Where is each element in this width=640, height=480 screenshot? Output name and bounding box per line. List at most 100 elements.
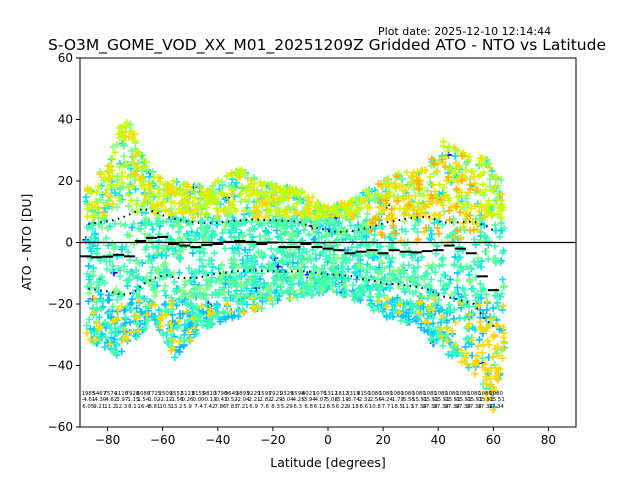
stat-sigma: 7.21 [237, 404, 249, 410]
stat-sigma: 13.2 [170, 404, 182, 410]
stat-sigma: 8.81 [148, 404, 160, 410]
stat-count: 1080 [489, 391, 503, 397]
stat-count: 7574 [103, 391, 117, 397]
stat-mean: 0.26 [181, 397, 194, 403]
stat-count: 1080 [412, 391, 426, 397]
stat-count: 8155 [192, 391, 206, 397]
chart-title: S-O3M_GOME_VOD_XX_M01_20251209Z Gridded … [48, 36, 606, 55]
stat-sigma: 17.34 [433, 404, 449, 410]
x-tick-label: −20 [260, 433, 285, 447]
stat-mean: -15.51 [454, 397, 471, 403]
stat-count: 7921 [269, 391, 283, 397]
y-tick-label: −40 [48, 359, 73, 373]
stat-sigma: 17.34 [422, 404, 438, 410]
stat-sigma: 9.21 [93, 404, 105, 410]
stat-count: 1116 [114, 391, 128, 397]
stat-sigma: 6.9 [249, 404, 258, 410]
stat-sigma: 8.3 [271, 404, 280, 410]
x-tick-label: 60 [486, 433, 501, 447]
stat-mean: -5.55 [401, 397, 415, 403]
stat-count: 1080 [390, 391, 404, 397]
stat-mean: 1.02 [148, 397, 160, 403]
stat-mean: -0.41 [214, 397, 228, 403]
stat-count: 9329 [280, 391, 294, 397]
stat-sigma: 17.34 [477, 404, 493, 410]
stat-mean: -3.97 [114, 397, 128, 403]
x-tick-label: −80 [95, 433, 120, 447]
stat-count: 1812 [335, 391, 349, 397]
stat-sigma: 6.8 [304, 404, 313, 410]
y-tick-label: 20 [58, 174, 73, 188]
stat-mean: -4.30 [92, 397, 107, 403]
stat-sigma: 7.4 [194, 404, 203, 410]
stat-sigma: 16.4 [137, 404, 150, 410]
stat-sigma: 5.29 [281, 404, 294, 410]
stat-mean: -15.51 [410, 397, 427, 403]
x-tick-label: 20 [375, 433, 390, 447]
stat-mean: -0.13 [203, 397, 217, 403]
stat-count: 5598 [291, 391, 305, 397]
sigma-dots [88, 207, 497, 330]
stat-sigma: 6.05 [82, 404, 94, 410]
stat-sigma: 10.8 [369, 404, 382, 410]
stat-sigma: 17.34 [466, 404, 482, 410]
stat-count: 7928 [126, 391, 140, 397]
stat-count: 2509 [159, 391, 173, 397]
stat-sigma: 17.34 [444, 404, 460, 410]
x-tick-label: −60 [150, 433, 175, 447]
sigma-lower-line [88, 269, 497, 330]
stat-sigma: 8.1 [128, 404, 137, 410]
stat-mean: -15.51 [476, 397, 493, 403]
stat-sigma: 17.34 [411, 404, 427, 410]
stat-sigma: 11.3 [402, 404, 414, 410]
stat-sigma: 17.34 [455, 404, 471, 410]
stat-count: 7725 [148, 391, 162, 397]
stat-mean: -2.04 [236, 397, 251, 403]
stat-sigma: 10.5 [159, 404, 171, 410]
stat-mean: -1.73 [390, 397, 404, 403]
x-axis-label: Latitude [degrees] [270, 455, 386, 470]
stat-count: 3893 [236, 391, 250, 397]
stat-mean: -3.94 [302, 397, 317, 403]
stat-count: 5123 [181, 391, 195, 397]
stat-sigma: 6.3 [293, 404, 302, 410]
scatter-series-3 [83, 214, 508, 393]
stat-mean: -3.19 [335, 397, 350, 403]
stat-sigma: 6.22 [336, 404, 348, 410]
stat-mean: -2.29 [269, 397, 284, 403]
stat-mean: -4.61 [81, 397, 95, 403]
plot-date: Plot date: 2025-12-10 12:14:44 [378, 25, 551, 38]
y-tick-label: −60 [48, 420, 73, 434]
stat-mean: -15.51 [432, 397, 449, 403]
stat-mean: 0.00 [192, 397, 205, 403]
stat-sigma: 11.2 [104, 404, 116, 410]
stat-sigma: 9.18 [347, 404, 360, 410]
stat-mean: 0.52 [226, 397, 238, 403]
scatter-points [82, 119, 508, 414]
stat-count: 5467 [92, 391, 106, 397]
stat-mean: 1.54 [137, 397, 150, 403]
x-tick-label: 0 [324, 433, 332, 447]
stat-count: 0810 [203, 391, 217, 397]
stat-mean: -2.82 [258, 397, 272, 403]
stat-mean: -4.25 [291, 397, 305, 403]
stats-table: 1985-4.616.055467-4.309.217574-4.6211.21… [81, 391, 504, 410]
stat-count: 1080 [423, 391, 437, 397]
stat-sigma: 6.12 [314, 404, 326, 410]
stat-count: 1985 [81, 391, 95, 397]
stat-mean: -15.51 [465, 397, 482, 403]
stat-count: 4150 [357, 391, 371, 397]
y-axis-label: ATO - NTO [DU] [19, 194, 34, 291]
stat-mean: -15.51 [487, 397, 504, 403]
stat-sigma: 7.6 [260, 404, 269, 410]
stat-mean: -4.24 [379, 397, 394, 403]
stat-mean: -1.56 [169, 397, 184, 403]
stat-sigma: 5.9 [183, 404, 192, 410]
stat-count: 1080 [379, 391, 393, 397]
stat-sigma: 8.6 [360, 404, 369, 410]
stat-count: 1080 [456, 391, 470, 397]
stat-mean: -3.74 [346, 397, 361, 403]
stat-mean: -3.04 [280, 397, 295, 403]
stat-count: 1080 [434, 391, 448, 397]
stat-count: 1080 [445, 391, 459, 397]
